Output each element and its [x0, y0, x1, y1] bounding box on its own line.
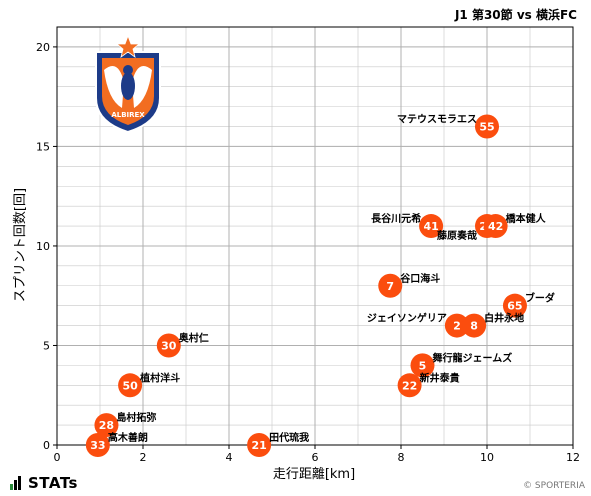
player-name: 谷口海斗: [400, 272, 440, 285]
player-number: 55: [479, 121, 494, 134]
player-name: 橋本健人: [506, 212, 547, 225]
x-tick-label: 8: [398, 451, 405, 464]
player-point: 8 白井永地: [462, 312, 524, 338]
player-number: 33: [90, 439, 105, 452]
axes: 0 2 4 6 8 10 12 0 5 10 15 20: [36, 26, 580, 464]
x-tick-label: 0: [54, 451, 61, 464]
x-tick-label: 4: [226, 451, 233, 464]
player-point: 7 谷口海斗: [378, 272, 440, 298]
player-name: 植村洋斗: [139, 371, 180, 384]
y-tick-label: 0: [43, 439, 50, 452]
player-name: 高木善朗: [108, 431, 148, 444]
y-axis-label: スプリント回数[回]: [13, 188, 28, 302]
player-point: 2 ジェイソンゲリア: [367, 312, 469, 338]
player-point: 5 舞行龍ジェームズ: [410, 351, 513, 378]
player-number: 42: [488, 220, 503, 233]
player-name: ジェイソンゲリア: [367, 312, 447, 325]
albirex-niigata-emblem: ALBIREX: [95, 34, 161, 134]
player-marker: [94, 413, 119, 438]
player-marker: [410, 353, 435, 378]
emblem-swan-head: [123, 65, 133, 75]
player-number: 28: [99, 419, 114, 432]
player-marker: [85, 433, 110, 457]
stats-logo-text: STATs: [28, 474, 78, 492]
player-number: 2: [453, 320, 461, 333]
player-marker: [378, 273, 403, 298]
player-number: 30: [161, 339, 177, 352]
player-name: マテウスモラエス: [397, 114, 477, 126]
player-marker: [397, 373, 422, 398]
y-tick-label: 10: [36, 240, 50, 253]
x-tick-label: 10: [480, 451, 494, 464]
player-name: 藤原奏哉: [437, 229, 477, 242]
player-number: 65: [507, 300, 522, 313]
player-marker: [462, 313, 487, 338]
player-marker: [247, 433, 272, 457]
player-name: 舞行龍ジェームズ: [433, 351, 513, 364]
x-axis-label: 走行距離[km]: [273, 467, 355, 482]
y-tick-label: 20: [36, 41, 50, 54]
emblem-star: [115, 34, 141, 58]
sporteria-credit: © SPORTERIA: [523, 481, 585, 491]
stats-logo: STATs: [10, 474, 78, 494]
player-name: 長谷川元希: [371, 212, 421, 225]
player-number: 21: [251, 439, 266, 452]
player-number: 5: [419, 359, 427, 372]
player-marker: [419, 214, 444, 239]
player-marker: [156, 333, 181, 358]
player-name: ブーダ: [525, 292, 555, 305]
emblem-wordmark: ALBIREX: [111, 111, 145, 119]
player-name: 島村拓弥: [116, 411, 156, 424]
player-number: 8: [470, 320, 478, 333]
player-marker: [118, 373, 143, 398]
player-marker: [475, 114, 499, 139]
x-tick-label: 6: [312, 451, 319, 464]
y-tick-label: 15: [36, 140, 50, 153]
player-marker: [483, 214, 508, 239]
emblem-left-wing: [104, 66, 124, 108]
y-tick-label: 5: [43, 339, 50, 352]
player-number: 22: [402, 379, 417, 392]
player-number: 41: [423, 220, 438, 233]
player-marker: [444, 313, 469, 338]
player-marker: [502, 293, 527, 318]
stats-bars-icon: [10, 476, 22, 494]
emblem-right-wing: [132, 66, 152, 108]
match-title: J1 第30節 vs 横浜FC: [454, 8, 577, 22]
emblem-swan-body: [121, 72, 135, 100]
player-name: 新井泰貴: [420, 371, 460, 384]
x-tick-label: 12: [566, 451, 580, 464]
player-name: 奥村仁: [179, 331, 209, 344]
player-number: 50: [122, 379, 138, 392]
player-name: 白井永地: [484, 312, 524, 325]
x-tick-label: 2: [140, 451, 147, 464]
player-name: 田代琉我: [269, 431, 309, 444]
player-number: 7: [386, 280, 394, 293]
